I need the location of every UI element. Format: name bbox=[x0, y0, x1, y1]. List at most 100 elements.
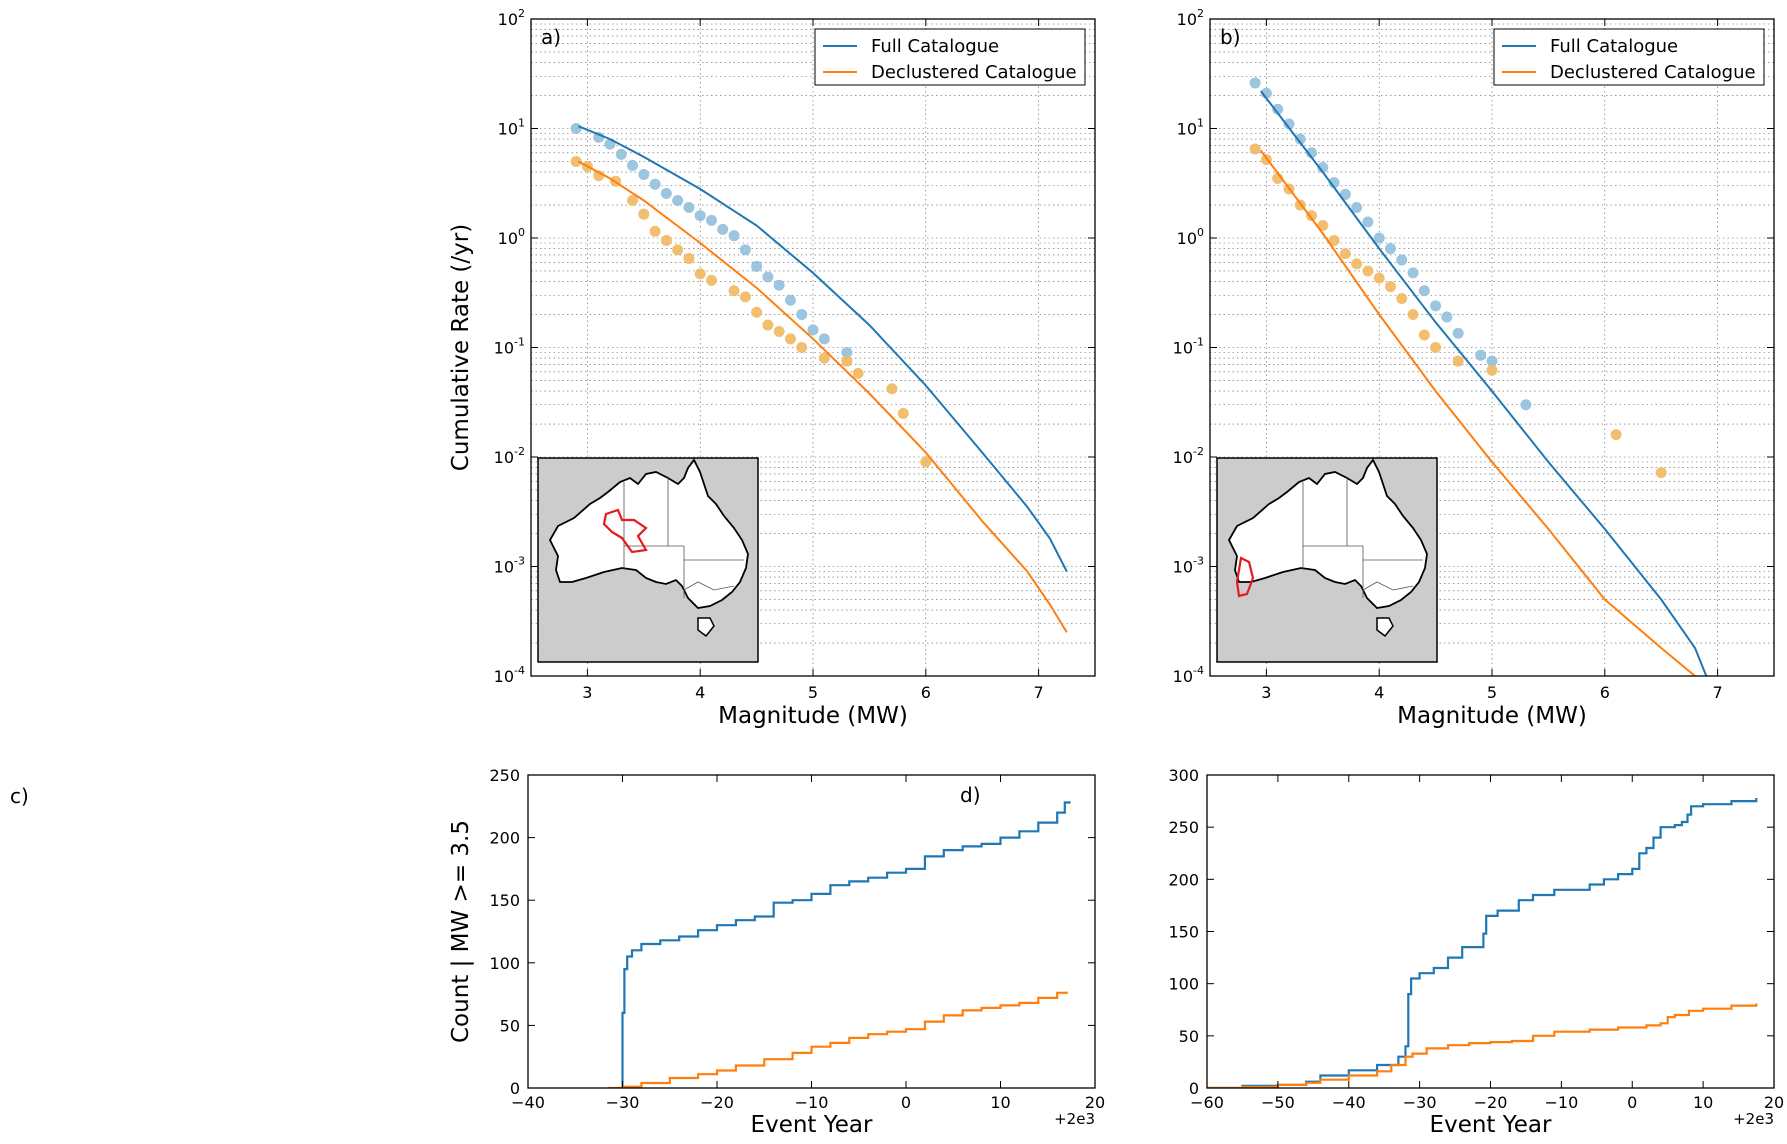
axes-frame bbox=[527, 774, 1096, 1089]
y-tick-exponent: 1 bbox=[1197, 117, 1204, 130]
data-point-declustered bbox=[1486, 364, 1498, 376]
australia-mainland bbox=[548, 458, 749, 609]
nsw-vic-border bbox=[683, 581, 735, 591]
x-tick-label: −20 bbox=[1474, 1093, 1508, 1112]
y-tick-base: 10 bbox=[1173, 339, 1193, 358]
x-tick-label: −30 bbox=[1403, 1093, 1437, 1112]
y-tick-label: 101 bbox=[498, 117, 525, 139]
y-tick-label: 102 bbox=[498, 7, 525, 29]
source-zone-outline bbox=[602, 508, 648, 554]
y-tick-exponent: 0 bbox=[1197, 226, 1204, 239]
data-point-declustered bbox=[1362, 265, 1374, 277]
chart-panel-a: 3 4 5 6 710-410-310-210-1100101102Magnitude … bbox=[448, 7, 1096, 729]
fit-line-full bbox=[1260, 90, 1708, 676]
x-tick-label: 3 bbox=[1261, 683, 1271, 702]
x-tick-label: 5 bbox=[808, 683, 818, 702]
cumulative-line-full bbox=[620, 801, 1071, 1088]
x-axis-label: Magnitude (MW) bbox=[1397, 703, 1587, 729]
y-tick-exponent: -3 bbox=[514, 555, 525, 568]
y-tick-exponent: -4 bbox=[1193, 664, 1204, 677]
y-axis-label: Count | MW >= 3.5 bbox=[448, 820, 474, 1043]
data-point-full bbox=[638, 169, 650, 181]
data-point-declustered bbox=[1430, 342, 1442, 353]
panel-label: b) bbox=[1220, 25, 1241, 49]
data-point-full bbox=[660, 187, 672, 199]
x-offset-label: +2e3 bbox=[1054, 1110, 1095, 1128]
data-point-declustered bbox=[886, 383, 898, 395]
y-tick-exponent: -4 bbox=[514, 664, 525, 677]
cumulative-line-declustered bbox=[608, 991, 1068, 1088]
data-point-declustered bbox=[751, 306, 763, 318]
x-tick-label: −30 bbox=[606, 1093, 640, 1112]
data-point-declustered bbox=[1328, 234, 1340, 246]
data-point-declustered bbox=[818, 352, 830, 364]
data-point-declustered bbox=[1655, 467, 1667, 479]
data-point-full bbox=[1373, 232, 1385, 244]
legend-box bbox=[814, 28, 1086, 86]
x-tick-label: −10 bbox=[795, 1093, 829, 1112]
y-tick-label: 102 bbox=[1177, 7, 1204, 29]
y-tick-label: 10-3 bbox=[1173, 555, 1204, 577]
inset-map bbox=[1216, 457, 1438, 663]
data-point-full bbox=[1339, 188, 1351, 200]
data-point-declustered bbox=[739, 291, 751, 303]
data-point-full bbox=[796, 309, 808, 321]
y-tick-exponent: -2 bbox=[514, 445, 525, 458]
data-point-full bbox=[1396, 254, 1408, 266]
y-tick-exponent: -3 bbox=[1193, 555, 1204, 568]
data-point-full bbox=[1249, 77, 1261, 89]
data-point-declustered bbox=[1452, 355, 1464, 367]
data-point-full bbox=[1283, 118, 1295, 130]
x-tick-label: 10 bbox=[1693, 1093, 1713, 1112]
data-point-full bbox=[1407, 267, 1419, 279]
legend: Full Catalogue Declustered Catalogue bbox=[1493, 28, 1765, 86]
y-tick-base: 10 bbox=[494, 558, 514, 577]
x-offset-label: +2e3 bbox=[1733, 1110, 1774, 1128]
x-tick-label: 0 bbox=[901, 1093, 911, 1112]
x-tick-label: 0 bbox=[1627, 1093, 1637, 1112]
x-axis-label: Event Year bbox=[1430, 1112, 1552, 1138]
cumulative-line-declustered bbox=[1207, 1003, 1758, 1088]
chart-panel-b: 3 4 5 6 710-410-310-210-1100101102Magnitude … bbox=[1173, 7, 1775, 729]
source-zone-outline bbox=[1235, 556, 1255, 598]
plot-area bbox=[1207, 798, 1758, 1088]
y-tick-base: 10 bbox=[494, 339, 514, 358]
panel-label: d) bbox=[960, 783, 981, 807]
data-point-declustered bbox=[897, 407, 909, 419]
data-point-full bbox=[784, 294, 796, 306]
x-tick-label: 10 bbox=[990, 1093, 1010, 1112]
data-point-full bbox=[1362, 216, 1374, 228]
y-tick-label: 200 bbox=[1168, 870, 1199, 889]
data-point-full bbox=[841, 347, 853, 359]
data-point-declustered bbox=[638, 208, 650, 220]
y-tick-base: 10 bbox=[1177, 229, 1197, 248]
y-tick-base: 10 bbox=[1173, 448, 1193, 467]
data-point-full bbox=[672, 195, 684, 207]
y-tick-exponent: -1 bbox=[514, 336, 525, 349]
x-tick-label: −60 bbox=[1190, 1093, 1224, 1112]
y-tick-base: 10 bbox=[1173, 558, 1193, 577]
australia-mainland bbox=[1227, 458, 1428, 609]
data-point-full bbox=[773, 279, 785, 291]
legend-box bbox=[1493, 28, 1765, 86]
data-point-full bbox=[1272, 103, 1284, 115]
data-point-declustered bbox=[796, 342, 808, 353]
plot-area bbox=[570, 123, 1068, 633]
data-point-full bbox=[762, 271, 774, 283]
y-tick-exponent: -2 bbox=[1193, 445, 1204, 458]
data-point-full bbox=[1430, 300, 1442, 312]
data-point-full bbox=[1452, 327, 1464, 339]
y-tick-label: 0 bbox=[510, 1079, 520, 1098]
cumulative-line-full bbox=[1207, 798, 1758, 1088]
y-tick-label: 0 bbox=[1189, 1079, 1199, 1098]
data-point-full bbox=[728, 230, 740, 242]
data-point-declustered bbox=[1407, 309, 1419, 321]
data-point-declustered bbox=[649, 225, 661, 237]
data-point-full bbox=[615, 148, 627, 160]
y-tick-label: 100 bbox=[489, 954, 520, 973]
fit-line-declustered bbox=[577, 160, 1068, 633]
data-point-declustered bbox=[1418, 329, 1430, 341]
data-point-declustered bbox=[672, 244, 684, 256]
y-tick-label: 10-1 bbox=[1173, 336, 1204, 358]
